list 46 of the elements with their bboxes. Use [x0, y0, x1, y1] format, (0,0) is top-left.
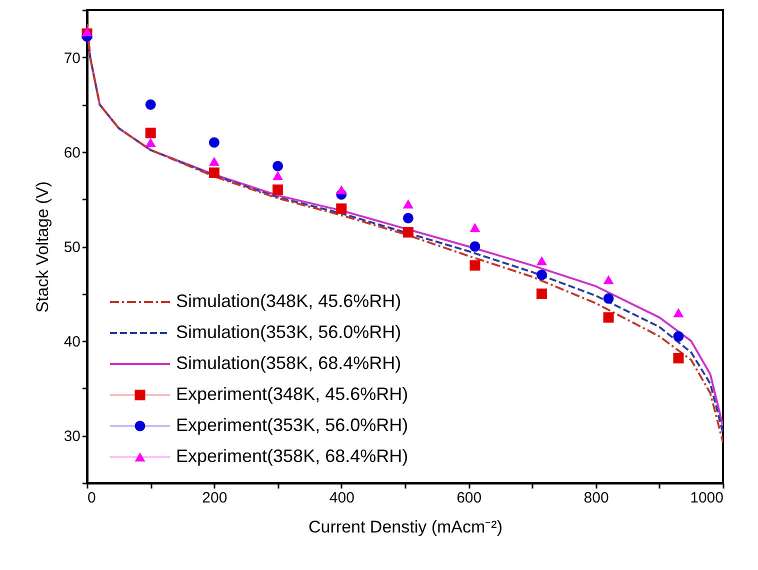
point: [603, 275, 614, 284]
point: [336, 185, 347, 194]
point: [82, 27, 92, 36]
legend-label: Simulation(358K, 68.4%RH): [176, 353, 402, 373]
point: [208, 167, 220, 178]
point: [470, 241, 480, 252]
point: [272, 160, 284, 172]
y-axis-title: Stack Voltage (V): [32, 181, 52, 313]
point: [673, 331, 684, 342]
x-tick-label: 800: [584, 490, 609, 506]
x-tick-label: 1000: [690, 490, 724, 506]
point: [402, 212, 414, 224]
legend-label: Experiment(348K, 45.6%RH): [176, 384, 408, 404]
x-tick-label: 600: [456, 490, 482, 506]
legend-label: Simulation(348K, 45.6%RH): [176, 291, 402, 311]
point: [145, 138, 156, 147]
legend-label: Simulation(353K, 56.0%RH): [176, 322, 402, 342]
x-tick-label: 400: [329, 490, 354, 506]
legend-label: Experiment(358K, 68.4%RH): [176, 446, 408, 466]
point: [673, 308, 684, 318]
x-axis-title: Current Denstiy (mAcm⁻²): [308, 518, 502, 536]
point: [402, 199, 414, 208]
point: [145, 99, 156, 110]
point: [536, 288, 547, 300]
point: [402, 227, 414, 238]
point: [272, 184, 284, 195]
x-tick-label: 0: [88, 490, 96, 506]
y-tick-label: 60: [64, 144, 80, 162]
point: [603, 293, 614, 304]
point: [470, 223, 480, 232]
point: [272, 171, 284, 180]
y-tick-label: 30: [64, 428, 80, 446]
legend-label: Experiment(353K, 56.0%RH): [176, 415, 408, 435]
point: [673, 352, 684, 364]
y-tick-label: 70: [64, 50, 80, 67]
point: [536, 256, 547, 266]
y-tick-label: 50: [64, 239, 80, 256]
point: [145, 128, 156, 138]
x-tick-label: 200: [202, 490, 228, 506]
point: [603, 312, 614, 323]
point: [336, 203, 347, 214]
point: [208, 137, 220, 148]
point: [208, 156, 220, 166]
point: [536, 270, 547, 280]
point: [470, 260, 480, 271]
y-tick-label: 40: [64, 334, 80, 351]
